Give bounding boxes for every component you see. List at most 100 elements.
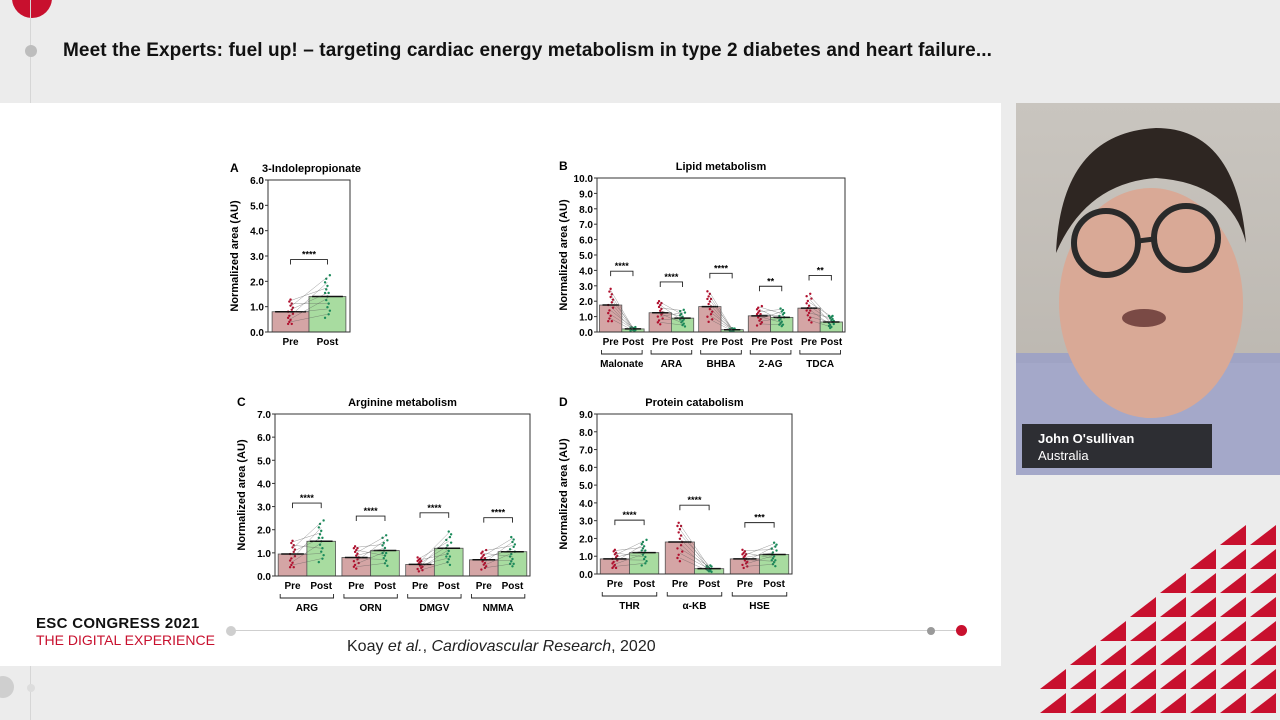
- series-label-pre: Pre: [801, 337, 818, 348]
- triangle-shape: [1160, 621, 1186, 641]
- pair-line: [419, 536, 449, 567]
- data-point-post: [318, 533, 322, 536]
- triangle-shape: [1250, 549, 1276, 569]
- data-point-pre: [806, 299, 810, 303]
- data-point-post: [710, 565, 713, 568]
- data-point-pre: [418, 557, 422, 560]
- pair-line: [614, 553, 645, 565]
- pair-line: [744, 549, 775, 551]
- pair-line: [709, 300, 733, 329]
- progress-current[interactable]: [956, 625, 967, 636]
- data-point-post: [781, 308, 785, 312]
- data-point-post: [772, 541, 776, 544]
- triangle-shape: [1190, 693, 1216, 713]
- data-point-post: [381, 544, 384, 547]
- corner-dot-small: [27, 684, 35, 692]
- data-point-pre: [610, 301, 614, 304]
- progress-marker[interactable]: [927, 627, 935, 635]
- data-point-pre: [760, 304, 764, 308]
- series-label-post: Post: [622, 337, 644, 348]
- data-point-post: [510, 535, 513, 539]
- triangle-shape: [1250, 621, 1276, 641]
- triangle-shape: [1070, 645, 1096, 665]
- data-point-pre: [807, 311, 811, 315]
- significance-label: ****: [491, 508, 506, 518]
- data-point-pre: [805, 294, 808, 298]
- pair-line: [610, 290, 634, 329]
- data-point-pre: [677, 521, 680, 524]
- group-bracket: [749, 350, 792, 355]
- significance-label: ***: [754, 513, 765, 523]
- data-point-pre: [482, 553, 485, 557]
- pair-line: [744, 555, 775, 565]
- pair-line: [660, 322, 683, 326]
- significance-label: ****: [302, 250, 317, 260]
- timeline-dot: [25, 45, 37, 57]
- data-point-post: [318, 522, 322, 526]
- pair-line: [290, 314, 328, 323]
- triangle-shape: [1250, 693, 1276, 713]
- pair-line: [483, 541, 513, 564]
- pair-line: [292, 558, 322, 566]
- progress-track[interactable]: [231, 630, 961, 631]
- group-bracket: [279, 594, 335, 599]
- triangle-shape: [1190, 549, 1216, 569]
- presentation-slide: A 3-Indolepropionate Normalized area (AU) 0…: [0, 103, 1001, 666]
- significance-bracket: [610, 270, 634, 277]
- data-point-pre: [353, 545, 357, 548]
- data-point-pre: [711, 318, 714, 321]
- triangle-shape: [1250, 573, 1276, 593]
- data-point-pre: [290, 541, 293, 545]
- series-label-post: Post: [721, 337, 743, 348]
- data-point-post: [683, 311, 687, 314]
- y-tick-label: 8.0: [579, 428, 593, 439]
- y-tick-label: 6.0: [579, 236, 593, 247]
- data-point-pre: [805, 302, 808, 305]
- y-tick-label: 1.0: [579, 313, 593, 324]
- data-point-pre: [608, 317, 611, 320]
- pair-line: [759, 323, 782, 325]
- data-point-pre: [707, 302, 710, 306]
- data-point-pre: [741, 563, 744, 567]
- bar-post: [433, 547, 464, 577]
- data-point-post: [323, 281, 327, 284]
- series-label-post: Post: [502, 581, 524, 592]
- pair-line: [660, 304, 683, 322]
- pair-line: [292, 553, 322, 556]
- data-point-pre: [610, 320, 614, 323]
- triangle-shape: [1250, 645, 1276, 665]
- data-point-pre: [481, 550, 484, 553]
- group-label: ORN: [360, 603, 382, 614]
- data-point-pre: [290, 322, 293, 326]
- pair-line: [744, 546, 775, 563]
- y-tick-label: 3.0: [257, 503, 271, 514]
- data-point-post: [641, 547, 645, 550]
- group-bracket: [601, 350, 643, 355]
- data-point-pre: [291, 561, 294, 565]
- triangle-shape: [1250, 525, 1276, 545]
- data-point-pre: [355, 548, 358, 552]
- triangle-shape: [1040, 669, 1066, 689]
- group-label: DMGV: [419, 603, 449, 614]
- progress-start[interactable]: [226, 626, 236, 636]
- data-point-post: [644, 549, 647, 552]
- data-point-pre: [706, 297, 709, 301]
- triangle-shape: [1220, 693, 1246, 713]
- pair-line: [292, 527, 322, 559]
- y-tick-label: 9.0: [579, 410, 593, 421]
- y-tick-label: 4.0: [579, 266, 593, 277]
- speaker-nametag: John O'sullivan Australia: [1022, 424, 1212, 468]
- data-point-post: [512, 562, 515, 566]
- y-tick-label: 5.0: [579, 251, 593, 262]
- data-point-post: [322, 553, 325, 557]
- data-point-pre: [352, 547, 356, 550]
- pair-line: [356, 558, 385, 560]
- pair-line: [483, 552, 513, 566]
- data-point-pre: [706, 315, 709, 318]
- data-point-pre: [356, 552, 359, 555]
- speaker-country: Australia: [1038, 448, 1089, 463]
- data-point-post: [448, 535, 452, 539]
- data-point-post: [327, 291, 330, 295]
- y-tick-label: 7.0: [579, 446, 593, 457]
- data-point-post: [511, 557, 514, 561]
